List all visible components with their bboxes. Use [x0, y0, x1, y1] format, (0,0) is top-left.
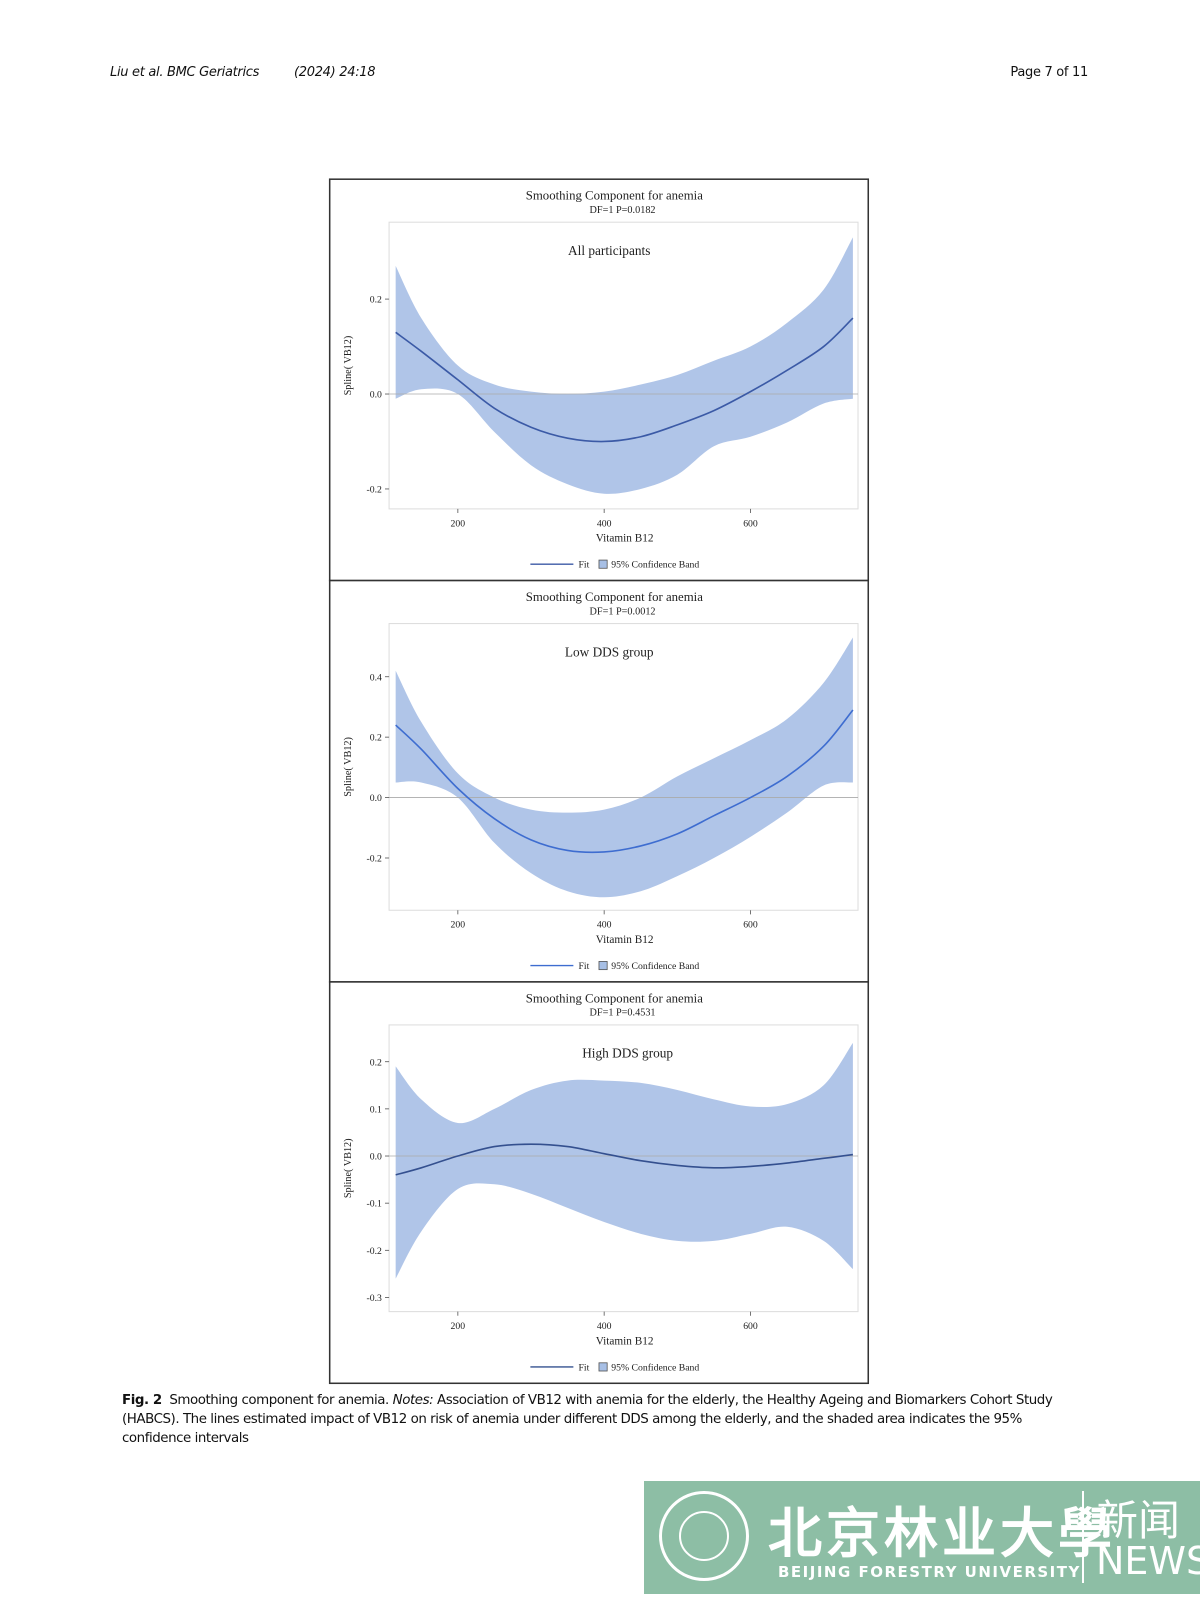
logo-news-en: NEWS	[1096, 1539, 1200, 1583]
logo-name-cn: 北京林业大學	[768, 1501, 1116, 1565]
x-tick-label: 600	[743, 1321, 758, 1332]
x-tick-label: 200	[451, 920, 466, 931]
fit-line	[395, 709, 854, 854]
confidence-band	[395, 1042, 853, 1279]
chart-subtitle: DF=1 P=0.0012	[590, 606, 656, 617]
y-axis-label: Spline( VB12)	[343, 1138, 354, 1198]
annotation: Low DDS group	[565, 644, 654, 659]
y-tick-label: 0.2	[370, 295, 382, 306]
y-tick-label: 0.0	[370, 1152, 382, 1163]
chart-title: Smoothing Component for anemia	[526, 991, 703, 1005]
y-tick-label: -0.2	[367, 854, 383, 865]
caption: Fig. 2 Smoothing component for anemia. N…	[122, 1391, 1082, 1448]
caption-text: Association of VB12 with anemia for the …	[122, 1393, 1053, 1446]
seal	[659, 1491, 749, 1581]
y-tick-label: 0.4	[370, 672, 382, 683]
y-tick-label: 0.2	[370, 733, 382, 744]
separator	[1082, 1491, 1084, 1583]
y-tick-label: 0.0	[370, 793, 382, 804]
chart-title: Smoothing Component for anemia	[526, 590, 703, 604]
chart-title: Smoothing Component for anemia	[526, 189, 703, 203]
x-tick-label: 600	[743, 920, 758, 931]
x-axis-label: Vitamin B12	[596, 533, 654, 545]
y-tick-label: 0.2	[370, 1057, 382, 1068]
y-tick-label: -0.2	[367, 1246, 383, 1257]
caption-label: Fig. 2	[122, 1393, 162, 1408]
y-tick-label: -0.3	[367, 1293, 383, 1304]
legend-label: 95% Confidence Band	[611, 1362, 699, 1373]
y-tick-label: 0.1	[370, 1104, 382, 1115]
x-tick-label: 200	[451, 518, 466, 529]
legend-swatch-band	[598, 961, 608, 971]
x-tick-label: 200	[451, 1321, 466, 1332]
y-axis-label: Spline( VB12)	[343, 737, 354, 797]
chart-subtitle: DF=1 P=0.4531	[590, 1008, 656, 1019]
legend-label: Fit	[578, 560, 589, 571]
citation: (2024) 24:18	[294, 65, 376, 80]
x-tick-label: 400	[597, 920, 612, 931]
legend-label: Fit	[578, 961, 589, 972]
journal: Liu et al. BMC Geriatrics	[110, 65, 260, 80]
caption-notes-label: Notes:	[392, 1393, 434, 1408]
legend-swatch-band	[598, 559, 608, 569]
y-tick-label: 0.0	[370, 390, 382, 401]
y-axis-label: Spline( VB12)	[343, 336, 354, 396]
confidence-band	[395, 237, 853, 494]
logo: 北京林业大學 BEIJING FORESTRY UNIVERSITY 新闻 NE…	[644, 1481, 1200, 1594]
caption-title: Smoothing component for anemia.	[169, 1393, 389, 1408]
annotation: All participants	[568, 243, 650, 258]
page-number: Page 7 of 11	[1010, 65, 1088, 80]
x-axis-label: Vitamin B12	[596, 934, 654, 946]
y-tick-label: -0.1	[367, 1199, 383, 1210]
x-tick-label: 600	[743, 518, 758, 529]
legend-label: 95% Confidence Band	[611, 560, 699, 571]
logo-name-en: BEIJING FORESTRY UNIVERSITY	[778, 1563, 1081, 1581]
chart-subtitle: DF=1 P=0.0182	[590, 205, 656, 216]
seal-inner	[679, 1511, 729, 1561]
confidence-band	[395, 637, 853, 898]
fit-line	[395, 317, 854, 443]
annotation: High DDS group	[582, 1046, 673, 1061]
x-tick-label: 400	[597, 518, 612, 529]
legend-label: Fit	[578, 1362, 589, 1373]
logo-news-cn: 新闻	[1096, 1496, 1181, 1545]
legend-swatch-band	[598, 1362, 608, 1372]
x-axis-label: Vitamin B12	[596, 1335, 654, 1347]
y-tick-label: -0.2	[367, 485, 383, 496]
x-tick-label: 400	[597, 1321, 612, 1332]
legend-label: 95% Confidence Band	[611, 961, 699, 972]
fit-line	[395, 1143, 854, 1176]
